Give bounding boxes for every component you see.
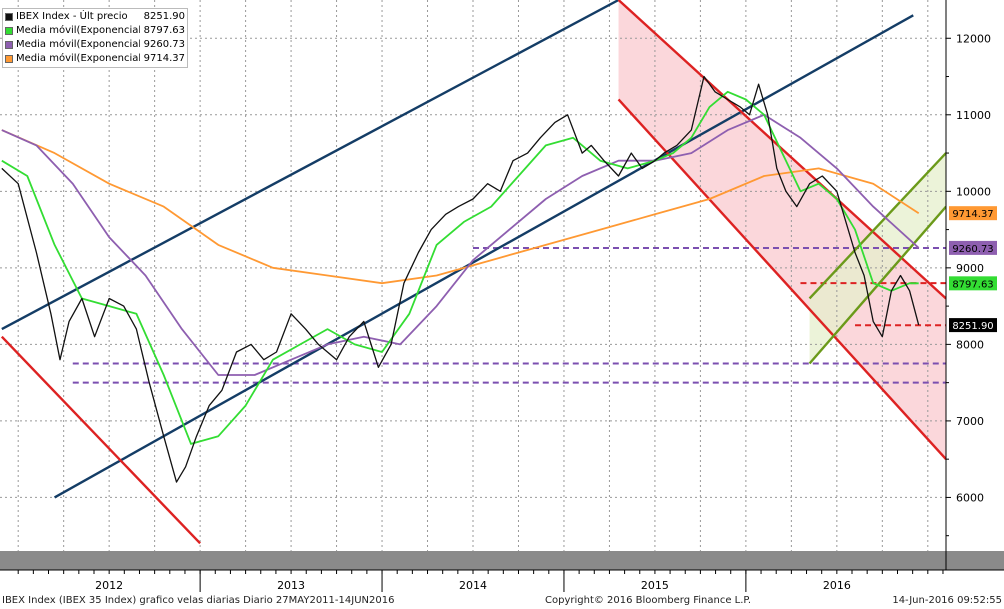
value-label-text: 8797.63 <box>952 279 993 290</box>
x-axis: 2012 2013 2014 2015 2016 <box>17 570 944 592</box>
trend-line <box>808 152 946 300</box>
grid-lines <box>0 0 946 551</box>
y-tick-label: 11000 <box>956 109 991 122</box>
value-label-text: 8251.90 <box>952 321 993 332</box>
legend-swatch <box>5 55 13 63</box>
legend-value: 9260.73 <box>143 39 185 50</box>
legend: IBEX Index - Últ precio 8251.90 Media mó… <box>2 8 188 68</box>
x-tick-label: 2015 <box>641 579 669 592</box>
value-labels: 9714.37 9260.73 8797.63 8251.90 <box>949 206 997 333</box>
footer-copyright: Copyright© 2016 Bloomberg Finance L.P. <box>545 595 752 606</box>
footer-description: IBEX Index (IBEX 35 Index) grafico velas… <box>2 595 395 606</box>
legend-label: Media móvil(Exponencial,200,0) <box>16 39 140 50</box>
series-lines <box>1 75 920 483</box>
legend-value: 8251.90 <box>143 11 185 22</box>
trend-line <box>617 98 946 460</box>
y-tick-label: 12000 <box>956 32 991 45</box>
y-tick-label: 7000 <box>956 415 984 428</box>
series-line <box>1 90 919 445</box>
legend-value: 9714.37 <box>143 53 185 64</box>
value-label-box <box>949 276 997 291</box>
x-tick-label: 2013 <box>277 579 305 592</box>
x-tick-label: 2014 <box>459 579 487 592</box>
y-tick-label: 8000 <box>956 338 984 351</box>
x-tick-label: 2016 <box>823 579 851 592</box>
value-label-text: 9714.37 <box>952 209 993 220</box>
value-label-box <box>949 206 997 221</box>
shaded-region <box>809 153 946 364</box>
series-line <box>1 113 920 376</box>
y-tick-label: 6000 <box>956 491 984 504</box>
y-tick-label: 10000 <box>956 185 991 198</box>
trend-line <box>617 0 946 300</box>
legend-swatch <box>5 13 13 21</box>
legend-label: Media móvil(Exponencial,500,0) <box>16 53 140 64</box>
value-label-text: 9260.73 <box>952 244 993 255</box>
legend-item: Media móvil(Exponencial,50,0) 8797.63 <box>5 24 185 38</box>
legend-swatch <box>5 27 13 35</box>
trend-lines <box>0 0 946 545</box>
volume-strip <box>0 551 1004 570</box>
legend-item: IBEX Index - Últ precio 8251.90 <box>5 10 185 24</box>
legend-label: Media móvil(Exponencial,50,0) <box>16 25 140 36</box>
trend-line <box>53 14 914 499</box>
series-line <box>1 75 920 483</box>
value-label-box <box>949 318 997 333</box>
trend-line <box>0 335 201 545</box>
value-label-box <box>949 240 997 255</box>
footer-timestamp: 14-Jun-2016 09:52:55 <box>892 595 1002 606</box>
legend-label: IBEX Index - Últ precio <box>16 11 128 22</box>
x-tick-label: 2012 <box>95 579 123 592</box>
y-axis: 6000 7000 8000 9000 10000 11000 12000 <box>946 32 991 537</box>
legend-swatch <box>5 41 13 49</box>
legend-item: Media móvil(Exponencial,500,0) 9714.37 <box>5 52 185 66</box>
trend-line <box>1 0 620 331</box>
series-line <box>1 129 920 285</box>
legend-value: 8797.63 <box>143 25 185 36</box>
footer: IBEX Index (IBEX 35 Index) grafico velas… <box>0 593 1004 609</box>
y-tick-label: 9000 <box>956 262 984 275</box>
legend-item: Media móvil(Exponencial,200,0) 9260.73 <box>5 38 185 52</box>
